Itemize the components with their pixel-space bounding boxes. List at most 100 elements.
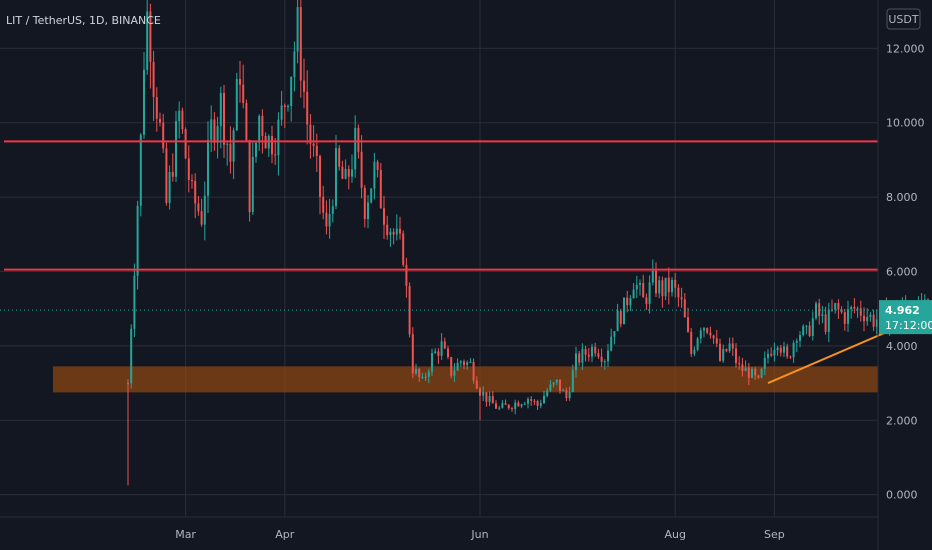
candle-body — [280, 105, 283, 120]
candle-body — [527, 398, 529, 404]
candle-body — [690, 331, 693, 354]
candle-body — [821, 314, 824, 316]
candle-body — [754, 368, 757, 376]
candle-body — [408, 285, 411, 335]
candle-body — [763, 357, 766, 369]
candle-body — [517, 402, 520, 407]
candle-body — [767, 353, 769, 358]
candle-body — [853, 306, 856, 309]
candle-body — [783, 346, 785, 353]
candle-body — [168, 172, 171, 203]
candle-body — [181, 110, 184, 130]
candle-body — [287, 106, 289, 108]
candle-body — [171, 172, 174, 177]
x-tick-label: Jun — [470, 528, 488, 541]
candle-body — [463, 361, 465, 366]
candle-body — [411, 334, 414, 374]
candle-body — [731, 343, 734, 349]
candle-body — [687, 317, 689, 332]
candle-body — [543, 395, 545, 404]
candle-body — [792, 342, 795, 358]
y-tick-label: 4.000 — [886, 340, 918, 353]
candle-body — [370, 188, 373, 203]
candle-body — [338, 148, 341, 167]
candle-body — [779, 347, 782, 353]
candle-body — [642, 283, 645, 298]
candle-body — [239, 79, 241, 85]
candle-body — [658, 280, 661, 294]
candle-body — [367, 202, 369, 220]
candle-body — [696, 338, 699, 350]
candle-body — [536, 401, 539, 406]
candle-body — [322, 196, 325, 213]
candle-body — [834, 303, 837, 310]
candle-body — [130, 328, 133, 384]
candle-body — [290, 77, 293, 107]
candle-body — [424, 376, 427, 378]
candle-body — [514, 402, 517, 409]
candle-body — [453, 370, 456, 376]
candle-body — [456, 362, 459, 371]
candle-body — [511, 408, 513, 410]
support-zone[interactable] — [53, 366, 878, 393]
price-axis[interactable]: 0.000 2.000 4.000 6.000 8.000 10.000 12.000 — [886, 42, 925, 501]
candle-body — [866, 316, 869, 322]
candle-body — [722, 348, 725, 361]
candle-body — [616, 310, 619, 332]
candle-body — [645, 297, 648, 304]
currency-button-frame[interactable] — [886, 8, 921, 30]
candle-body — [811, 318, 814, 336]
candle-body — [683, 299, 686, 318]
candle-body — [351, 169, 353, 177]
candle-body — [299, 7, 302, 81]
candle-body — [127, 383, 129, 385]
candle-body — [207, 139, 209, 196]
candle-body — [607, 350, 609, 362]
currency-button[interactable]: USDT — [886, 8, 921, 30]
candle-body — [146, 11, 149, 70]
candle-layer — [127, 0, 929, 486]
candle-body — [495, 403, 497, 409]
candle-body — [178, 110, 181, 122]
candle-body — [677, 287, 680, 298]
time-axis[interactable]: Mar Apr Jun Aug Sep — [175, 528, 785, 541]
candle-body — [443, 341, 446, 349]
candle-body — [466, 362, 469, 366]
candle-body — [427, 371, 430, 377]
candle-body — [155, 97, 158, 119]
candle-body — [197, 203, 200, 212]
candle-body — [840, 309, 843, 313]
candle-body — [600, 356, 603, 362]
candle-body — [229, 143, 232, 162]
candle-body — [245, 102, 248, 141]
candle-body — [843, 312, 846, 324]
candle-body — [709, 332, 712, 336]
candle-body — [200, 211, 203, 225]
candle-body — [325, 212, 328, 227]
candle-body — [344, 168, 347, 179]
candle-body — [472, 361, 475, 381]
candle-body — [603, 361, 606, 363]
candle-body — [674, 279, 677, 288]
candle-body — [415, 368, 417, 374]
candle-body — [421, 376, 424, 378]
candle-body — [776, 347, 779, 351]
candle-body — [194, 180, 197, 204]
candle-body — [575, 353, 577, 371]
candle-body — [875, 319, 878, 327]
currency-button-label[interactable]: USDT — [888, 13, 919, 26]
candle-body — [271, 136, 273, 155]
candle-body — [584, 349, 587, 355]
candle-body — [815, 303, 817, 319]
x-tick-label: Aug — [664, 528, 685, 541]
x-tick-label: Apr — [275, 528, 295, 541]
y-tick-label: 2.000 — [886, 414, 918, 427]
candle-body — [520, 404, 523, 407]
candle-body — [667, 277, 670, 293]
candle-body — [405, 264, 408, 286]
candle-body — [389, 231, 392, 236]
current-price-label: 4.962 17:12:00 — [879, 300, 932, 335]
candle-body — [719, 343, 721, 361]
